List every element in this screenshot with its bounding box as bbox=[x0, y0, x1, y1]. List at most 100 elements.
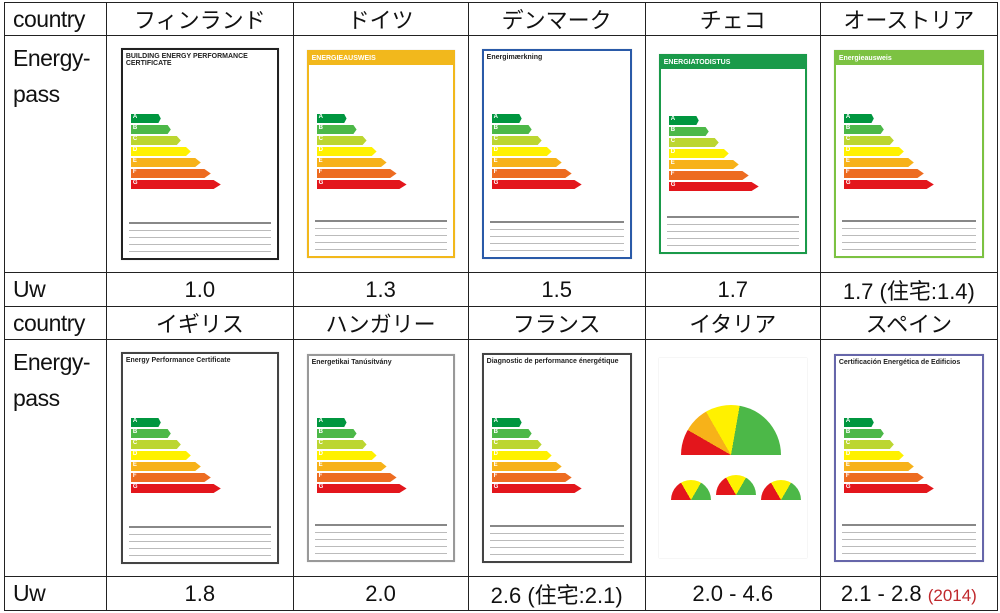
row-label: country bbox=[4, 2, 107, 36]
uw-value: 2.0 - 4.6 bbox=[644, 576, 821, 611]
energy-band: G bbox=[316, 484, 407, 493]
energy-band: A bbox=[316, 418, 347, 427]
uw-value: 2.1 - 2.8 (2014) bbox=[819, 576, 999, 611]
energy-band: D bbox=[668, 149, 729, 158]
country-name: イギリス bbox=[106, 306, 294, 340]
uw-row: Uw 1.8 2.0 2.6 (住宅:2.1) 2.0 - 4.6 2.1 - 2.8 (… bbox=[4, 576, 999, 611]
year-note: (2014) bbox=[927, 585, 977, 605]
energy-band: B bbox=[843, 429, 884, 438]
energy-band: B bbox=[130, 429, 171, 438]
energy-band: C bbox=[316, 136, 367, 145]
energy-pass-table: country フィンランド ドイツ デンマーク チェコ オーストリア Energy- pa… bbox=[4, 2, 999, 611]
energy-band: G bbox=[130, 180, 221, 189]
uw-value: 2.6 (住宅:2.1) bbox=[467, 576, 646, 611]
certificate-title: ENERGIATODISTUS bbox=[660, 56, 805, 69]
energy-band: C bbox=[130, 440, 181, 449]
energy-band: A bbox=[843, 114, 874, 123]
uw-value: 1.7 (住宅:1.4) bbox=[819, 272, 999, 307]
uw-value: 1.3 bbox=[292, 272, 469, 307]
energy-band: E bbox=[668, 160, 739, 169]
energy-band: F bbox=[316, 169, 397, 178]
energy-band: F bbox=[843, 473, 924, 482]
certificate-title: Energetikai Tanúsítvány bbox=[308, 356, 453, 369]
energy-band: C bbox=[491, 136, 542, 145]
energy-band: C bbox=[668, 138, 719, 147]
certificate-cell bbox=[644, 339, 821, 577]
country-name: オーストリア bbox=[819, 2, 999, 36]
energy-band: E bbox=[491, 158, 562, 167]
energy-band: C bbox=[130, 136, 181, 145]
uw-value: 1.0 bbox=[106, 272, 294, 307]
energy-band: F bbox=[668, 171, 749, 180]
energy-pass-row: Energy- pass BUILDING ENERGY PERFORMANCE … bbox=[4, 35, 999, 273]
uw-value: 2.0 bbox=[292, 576, 469, 611]
energy-band: B bbox=[491, 429, 532, 438]
energy-band: E bbox=[130, 158, 201, 167]
energy-certificate-image bbox=[658, 358, 807, 558]
energy-band: A bbox=[843, 418, 874, 427]
country-name: フランス bbox=[467, 306, 646, 340]
energy-band: D bbox=[130, 147, 191, 156]
energy-band: B bbox=[668, 127, 709, 136]
energy-band: F bbox=[130, 473, 211, 482]
energy-band: B bbox=[316, 125, 357, 134]
energy-band: B bbox=[130, 125, 171, 134]
certificate-title: Certificación Energética de Edificios bbox=[835, 356, 982, 369]
country-name: チェコ bbox=[644, 2, 821, 36]
uw-value: 1.5 bbox=[467, 272, 646, 307]
energy-band: G bbox=[668, 182, 759, 191]
energy-band: D bbox=[491, 147, 552, 156]
energy-band: F bbox=[316, 473, 397, 482]
gauge-graphic bbox=[680, 405, 781, 455]
country-name: ハンガリー bbox=[292, 306, 469, 340]
energy-band: F bbox=[491, 169, 572, 178]
country-row: country フィンランド ドイツ デンマーク チェコ オーストリア bbox=[4, 2, 999, 36]
certificate-title: Diagnostic de performance énergétique bbox=[483, 355, 630, 368]
energy-band: D bbox=[316, 451, 377, 460]
energy-certificate-image: BUILDING ENERGY PERFORMANCE CERTIFICATE … bbox=[120, 48, 279, 260]
energy-band: A bbox=[491, 418, 522, 427]
row-label: Energy- pass bbox=[4, 339, 107, 577]
country-row: country イギリス ハンガリー フランス イタリア スペイン bbox=[4, 306, 999, 340]
uw-value: 1.7 bbox=[644, 272, 821, 307]
country-name: スペイン bbox=[819, 306, 999, 340]
energy-band: D bbox=[130, 451, 191, 460]
certificate-title: ENERGIEAUSWEIS bbox=[308, 52, 453, 65]
energy-band: A bbox=[491, 114, 522, 123]
energy-band: G bbox=[130, 484, 221, 493]
energy-band: E bbox=[316, 462, 387, 471]
energy-band: B bbox=[491, 125, 532, 134]
energy-band: A bbox=[316, 114, 347, 123]
certificate-title: Energieausweis bbox=[835, 52, 982, 65]
certificate-cell: BUILDING ENERGY PERFORMANCE CERTIFICATE … bbox=[106, 35, 294, 273]
country-name: イタリア bbox=[644, 306, 821, 340]
energy-band: G bbox=[843, 180, 934, 189]
energy-band: F bbox=[130, 169, 211, 178]
country-name: フィンランド bbox=[106, 2, 294, 36]
row-label: Energy- pass bbox=[4, 35, 107, 273]
uw-value: 1.8 bbox=[106, 576, 294, 611]
uw-row: Uw 1.0 1.3 1.5 1.7 1.7 (住宅:1.4) bbox=[4, 272, 999, 307]
energy-band: C bbox=[491, 440, 542, 449]
energy-band: D bbox=[316, 147, 377, 156]
energy-band: C bbox=[316, 440, 367, 449]
energy-band: E bbox=[130, 462, 201, 471]
energy-band: G bbox=[491, 484, 582, 493]
energy-band: G bbox=[316, 180, 407, 189]
energy-band: B bbox=[843, 125, 884, 134]
energy-band: E bbox=[843, 158, 914, 167]
